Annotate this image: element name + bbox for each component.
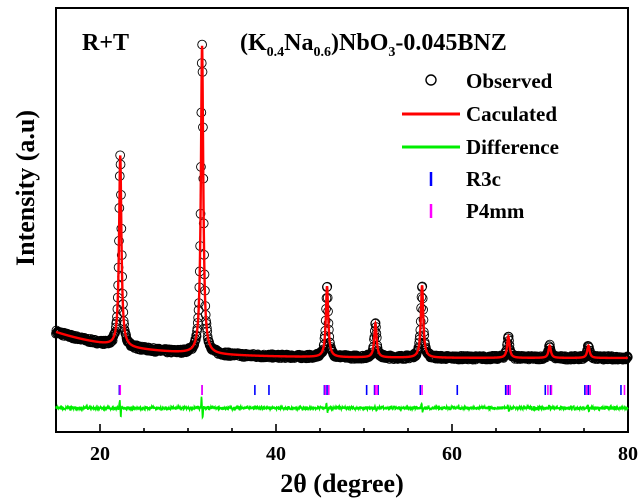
formula-tail: -0.045BNZ (395, 30, 506, 56)
phase-label: R+T (82, 30, 129, 56)
formula-open: (K (240, 30, 267, 56)
legend-r3c-label: R3c (466, 167, 501, 191)
r3c-bragg-ticks (118, 385, 622, 395)
p4mm-bragg-ticks (119, 385, 626, 395)
legend-calculated-label: Caculated (466, 102, 557, 126)
x-tick-label: 80 (618, 443, 638, 465)
x-axis-ticks: 20 40 60 80 (55, 424, 638, 465)
difference-line (55, 396, 629, 420)
plot-frame (55, 7, 629, 433)
legend-p4mm-label: P4mm (466, 199, 525, 223)
legend-observed-marker (425, 74, 437, 86)
formula-na-sub: 0.6 (314, 45, 332, 60)
x-tick-label: 40 (266, 443, 286, 465)
formula-k-sub: 0.4 (267, 45, 285, 60)
y-axis-label: Intensity (a.u) (11, 110, 40, 266)
calculated-line (55, 45, 628, 360)
x-axis-label: 2θ (degree) (280, 469, 404, 498)
calculated-series (55, 45, 628, 360)
legend-difference-label: Difference (466, 135, 559, 159)
legend: Observed Caculated Difference R3c P4mm (402, 69, 559, 223)
observed-point (107, 335, 118, 346)
legend-observed-label: Observed (466, 69, 553, 93)
formula-rest: )NbO (331, 30, 388, 56)
formula-na: Na (284, 30, 313, 56)
x-tick-label: 60 (442, 443, 462, 465)
formula-o-sub: 3 (388, 45, 395, 60)
x-tick-label: 20 (90, 443, 110, 465)
formula-title: (K0.4Na0.6)NbO3-0.045BNZ (240, 30, 507, 60)
difference-series (55, 396, 629, 420)
